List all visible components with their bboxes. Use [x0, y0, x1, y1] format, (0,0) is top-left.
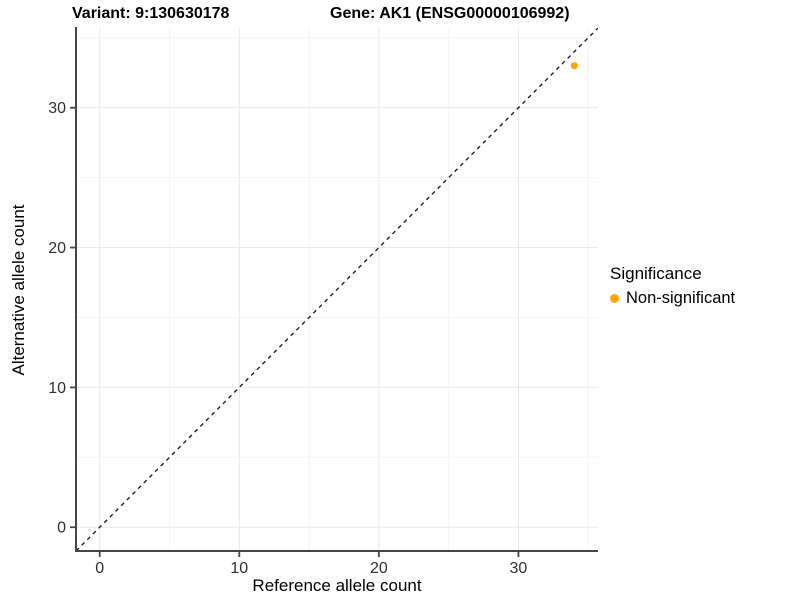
legend: Significance Non-significant [610, 264, 735, 308]
identity-line [76, 28, 598, 551]
y-tick-label: 30 [48, 100, 66, 117]
y-tick-label: 0 [57, 520, 66, 537]
legend-title: Significance [610, 264, 702, 283]
x-tick-label: 10 [230, 560, 248, 577]
legend-item-label: Non-significant [626, 289, 736, 307]
legend-point-icon [610, 294, 619, 303]
plot-title-variant: Variant: 9:130630178 [72, 5, 230, 22]
y-tick-label: 20 [48, 240, 66, 257]
data-point [570, 62, 578, 70]
y-axis-title: Alternative allele count [9, 204, 28, 376]
y-tick-label: 10 [48, 380, 66, 397]
x-tick-label: 20 [370, 560, 388, 577]
legend-item-non-significant: Non-significant [610, 289, 735, 308]
x-tick-label: 0 [95, 560, 104, 577]
x-axis-title: Reference allele count [252, 576, 422, 595]
plot-title-gene: Gene: AK1 (ENSG00000106992) [330, 5, 570, 22]
x-tick-label: 30 [510, 560, 528, 577]
